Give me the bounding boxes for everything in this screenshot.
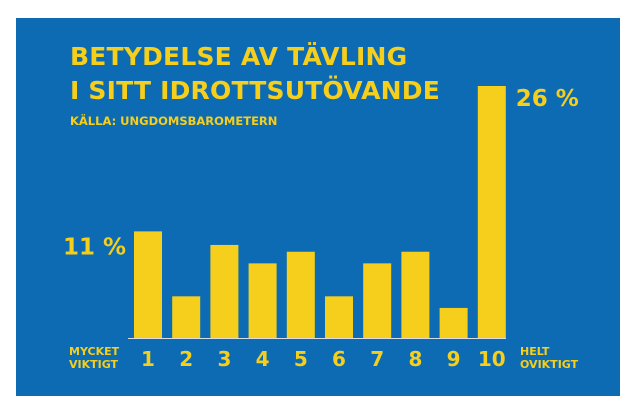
bar-1 bbox=[134, 231, 162, 338]
tick-label-2: 2 bbox=[179, 347, 193, 371]
bars-group bbox=[134, 86, 506, 338]
x-tick-labels: 1 2 3 4 5 6 7 8 9 10 bbox=[141, 347, 506, 371]
tick-label-3: 3 bbox=[217, 347, 231, 371]
bar-9 bbox=[439, 307, 468, 338]
axis-end-label-right-line-2: OVIKTIGT bbox=[520, 358, 579, 371]
data-label-10: 26 % bbox=[516, 86, 579, 112]
bar-7 bbox=[363, 263, 392, 338]
bar-chart: 1 2 3 4 5 6 7 8 9 10 11 % 26 % bbox=[63, 86, 579, 371]
tick-label-1: 1 bbox=[141, 347, 155, 371]
bar-2 bbox=[172, 296, 201, 338]
bar-6 bbox=[325, 296, 353, 338]
tick-label-4: 4 bbox=[256, 347, 270, 371]
axis-end-label-right: HELT OVIKTIGT bbox=[520, 345, 578, 371]
bar-10 bbox=[477, 86, 506, 338]
tick-label-10: 10 bbox=[478, 347, 506, 371]
axis-end-label-left-line-2: VIKTIGT bbox=[69, 358, 119, 371]
chart-title-line-2: I SITT IDROTTSUTÖVANDE bbox=[70, 76, 441, 105]
tick-label-9: 9 bbox=[447, 347, 461, 371]
chart-source: KÄLLA: UNGDOMSBAROMETERN bbox=[70, 114, 278, 128]
chart-panel: 1 2 3 4 5 6 7 8 9 10 11 % 26 % BETYDELSE AV TÄVLIN… bbox=[16, 18, 620, 396]
tick-label-6: 6 bbox=[332, 347, 346, 371]
axis-end-label-left-line-1: MYCKET bbox=[69, 345, 120, 358]
tick-label-8: 8 bbox=[408, 347, 422, 371]
bar-4 bbox=[248, 263, 277, 338]
chart-title-line-1: BETYDELSE AV TÄVLING bbox=[70, 42, 408, 71]
data-labels: 11 % 26 % bbox=[63, 86, 579, 260]
bar-3 bbox=[210, 244, 239, 338]
bar-5 bbox=[286, 251, 315, 338]
axis-end-label-left: MYCKET VIKTIGT bbox=[69, 345, 119, 371]
tick-label-5: 5 bbox=[294, 347, 308, 371]
axis-end-label-right-line-1: HELT bbox=[520, 345, 550, 358]
data-label-1: 11 % bbox=[63, 234, 126, 260]
bar-8 bbox=[401, 251, 430, 338]
tick-label-7: 7 bbox=[370, 347, 384, 371]
